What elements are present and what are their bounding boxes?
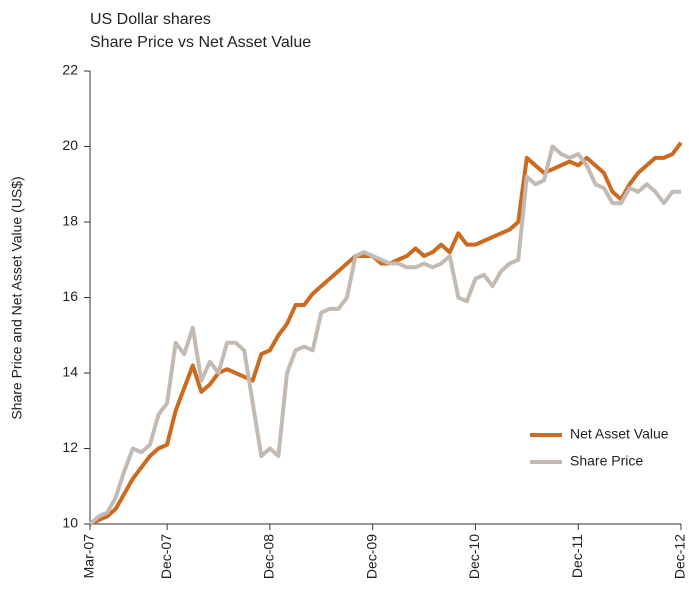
- x-tick-label: Dec-07: [158, 534, 174, 579]
- y-tick-label: 22: [62, 62, 78, 78]
- x-tick-label: Dec-12: [672, 534, 688, 579]
- chart-title: US Dollar shares: [90, 11, 211, 28]
- x-tick-label: Dec-08: [261, 534, 277, 579]
- y-tick-label: 12: [62, 439, 78, 455]
- y-tick-label: 18: [62, 213, 78, 229]
- series-line: [88, 144, 681, 526]
- chart-subtitle: Share Price vs Net Asset Value: [90, 34, 311, 51]
- x-tick-label: Dec-11: [569, 534, 585, 578]
- x-tick-label: Dec-09: [363, 534, 379, 579]
- x-tick-label: Mar-07: [81, 534, 97, 579]
- legend-label: Share Price: [570, 453, 643, 469]
- y-tick-label: 14: [62, 364, 78, 380]
- x-tick-label: Dec-10: [466, 534, 482, 579]
- y-axis-label: Share Price and Net Asset Value (US$): [9, 176, 25, 419]
- legend-label: Net Asset Value: [570, 426, 669, 442]
- y-tick-label: 10: [62, 515, 78, 531]
- y-tick-label: 20: [62, 137, 78, 153]
- y-tick-label: 16: [62, 288, 78, 304]
